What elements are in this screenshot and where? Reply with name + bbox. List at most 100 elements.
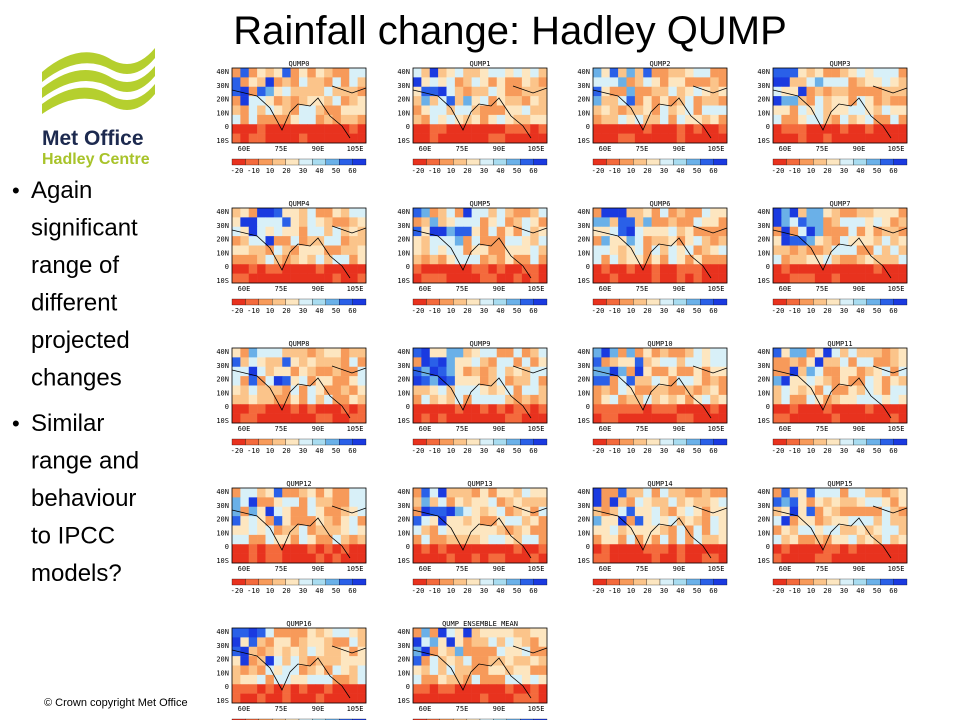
y-label: 10N <box>216 529 229 537</box>
map-cell <box>890 357 899 368</box>
map-cell <box>282 217 291 228</box>
map-cell <box>513 516 523 526</box>
map-cell <box>438 376 447 386</box>
colorbar-segment <box>839 438 854 446</box>
map-cell <box>530 348 539 358</box>
map-cell <box>823 366 832 377</box>
map-cell <box>798 217 807 228</box>
map-cell <box>282 525 291 536</box>
map-cell <box>823 68 832 78</box>
map-cell <box>701 264 711 274</box>
map-cell <box>609 357 619 368</box>
map-cell <box>421 646 431 657</box>
map-cell <box>873 226 883 237</box>
map-cell <box>429 68 439 78</box>
map-cell <box>806 497 816 508</box>
y-label: 10S <box>216 417 229 425</box>
colorbar-label: 60 <box>348 307 356 315</box>
map-cell <box>890 394 899 405</box>
map-cell <box>521 637 531 648</box>
map-cell <box>454 656 464 666</box>
colorbar-segment <box>298 438 313 446</box>
map-cell <box>257 534 266 545</box>
map-cell <box>806 544 816 554</box>
map-cell <box>718 77 728 88</box>
map-cell <box>273 245 283 256</box>
map-cell <box>429 674 439 685</box>
map-cell <box>265 534 275 545</box>
map-cell <box>357 133 367 144</box>
colorbar-label: 50 <box>873 307 881 315</box>
map-cell <box>413 385 422 396</box>
map-cell <box>873 534 883 545</box>
colorbar-segment <box>312 438 326 446</box>
map-cell <box>446 114 456 125</box>
map-cell <box>773 544 782 554</box>
map-cell <box>454 124 464 134</box>
colorbar-segment <box>646 438 661 446</box>
map-cell <box>848 105 858 116</box>
map-cell <box>324 245 333 256</box>
map-cell <box>530 674 539 685</box>
colorbar-label: 50 <box>693 307 701 315</box>
map-cell <box>898 105 908 116</box>
colorbar-label: 60 <box>709 587 717 595</box>
map-cell <box>357 534 367 545</box>
map-cell <box>538 693 548 704</box>
map-cell <box>685 376 694 386</box>
map-cell <box>290 77 300 88</box>
map-cell <box>890 86 899 97</box>
map-cell <box>634 404 644 414</box>
map-cell <box>257 86 266 97</box>
panel-title: QUMP7 <box>829 200 850 208</box>
map-cell <box>890 525 899 536</box>
map-cell <box>349 226 358 237</box>
map-cell <box>454 646 464 657</box>
map-cell <box>593 544 602 554</box>
map-cell <box>299 534 308 545</box>
map-cell <box>693 217 703 228</box>
y-label: 30N <box>577 222 590 230</box>
map-cell <box>521 506 531 517</box>
map-cell <box>299 674 308 685</box>
map-cell <box>496 366 506 377</box>
map-cell <box>349 217 358 228</box>
map-cell <box>446 77 456 88</box>
map-cell <box>668 133 678 144</box>
colorbar-label: -20 <box>231 587 244 595</box>
map-cell <box>463 217 472 228</box>
map-cell <box>340 114 350 125</box>
map-cell <box>413 637 422 648</box>
map-cell <box>609 366 619 377</box>
map-cell <box>257 254 266 265</box>
map-cell <box>881 77 891 88</box>
map-cell <box>651 348 661 358</box>
map-cell <box>505 628 514 638</box>
logo: Met Office Hadley Centre <box>42 48 155 168</box>
map-cell <box>505 525 514 536</box>
map-cell <box>257 273 266 284</box>
map-cell <box>521 124 531 134</box>
map-cell <box>668 208 678 218</box>
map-cell <box>248 273 258 284</box>
map-cell <box>538 665 548 676</box>
map-cell <box>626 77 636 88</box>
map-cell <box>840 68 849 78</box>
map-cell <box>332 516 342 526</box>
map-cell <box>513 628 523 638</box>
map-cell <box>299 516 308 526</box>
map-cell <box>814 357 824 368</box>
map-cell <box>429 376 439 386</box>
map-cell <box>634 245 644 256</box>
map-cell <box>651 77 661 88</box>
map-cell <box>530 376 539 386</box>
map-cell <box>299 684 308 694</box>
map-cell <box>438 366 447 377</box>
map-cell <box>601 404 611 414</box>
x-label: 60E <box>419 705 432 713</box>
map-cell <box>873 525 883 536</box>
x-label: 60E <box>419 565 432 573</box>
map-cell <box>349 525 358 536</box>
x-label: 90E <box>493 565 506 573</box>
